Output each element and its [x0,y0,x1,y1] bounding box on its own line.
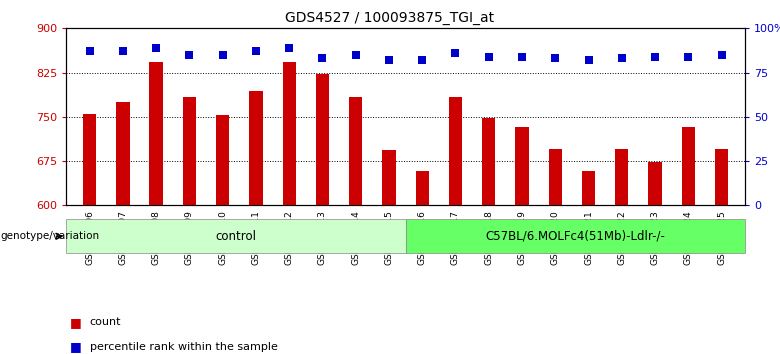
Point [715,52,728,58]
Point [349,52,362,58]
Point [83,48,96,54]
Bar [150,62,163,205]
Point [449,50,462,56]
Text: control: control [215,230,257,243]
Bar [83,114,96,205]
Point [383,57,395,63]
Bar [416,171,429,205]
Bar [582,171,595,205]
Bar [648,162,661,205]
Bar [448,97,462,205]
Bar [516,127,529,205]
Point [682,54,695,59]
Bar [615,149,629,205]
Point [316,56,328,61]
Bar [682,127,695,205]
Bar [349,97,363,205]
Bar [382,150,395,205]
Text: percentile rank within the sample: percentile rank within the sample [90,342,278,352]
Text: ■: ■ [70,341,82,353]
Point [483,54,495,59]
Point [183,52,196,58]
Bar [282,62,296,205]
Bar [250,91,263,205]
Bar [183,97,196,205]
Text: ■: ■ [70,316,82,329]
Bar [116,102,129,205]
Bar [316,74,329,205]
Text: C57BL/6.MOLFc4(51Mb)-Ldlr-/-: C57BL/6.MOLFc4(51Mb)-Ldlr-/- [485,230,665,243]
Bar [715,149,729,205]
Point [615,56,628,61]
Text: genotype/variation: genotype/variation [1,231,100,241]
Point [583,57,595,63]
Text: count: count [90,317,121,327]
Point [649,54,661,59]
Point [117,48,129,54]
Bar [66,219,406,253]
Point [549,56,562,61]
Text: GDS4527 / 100093875_TGI_at: GDS4527 / 100093875_TGI_at [285,11,495,25]
Bar [216,115,229,205]
Bar [548,149,562,205]
Bar [406,219,745,253]
Point [250,48,262,54]
Point [216,52,229,58]
Point [150,45,162,51]
Point [283,45,296,51]
Point [516,54,528,59]
Bar [482,118,495,205]
Point [416,57,428,63]
